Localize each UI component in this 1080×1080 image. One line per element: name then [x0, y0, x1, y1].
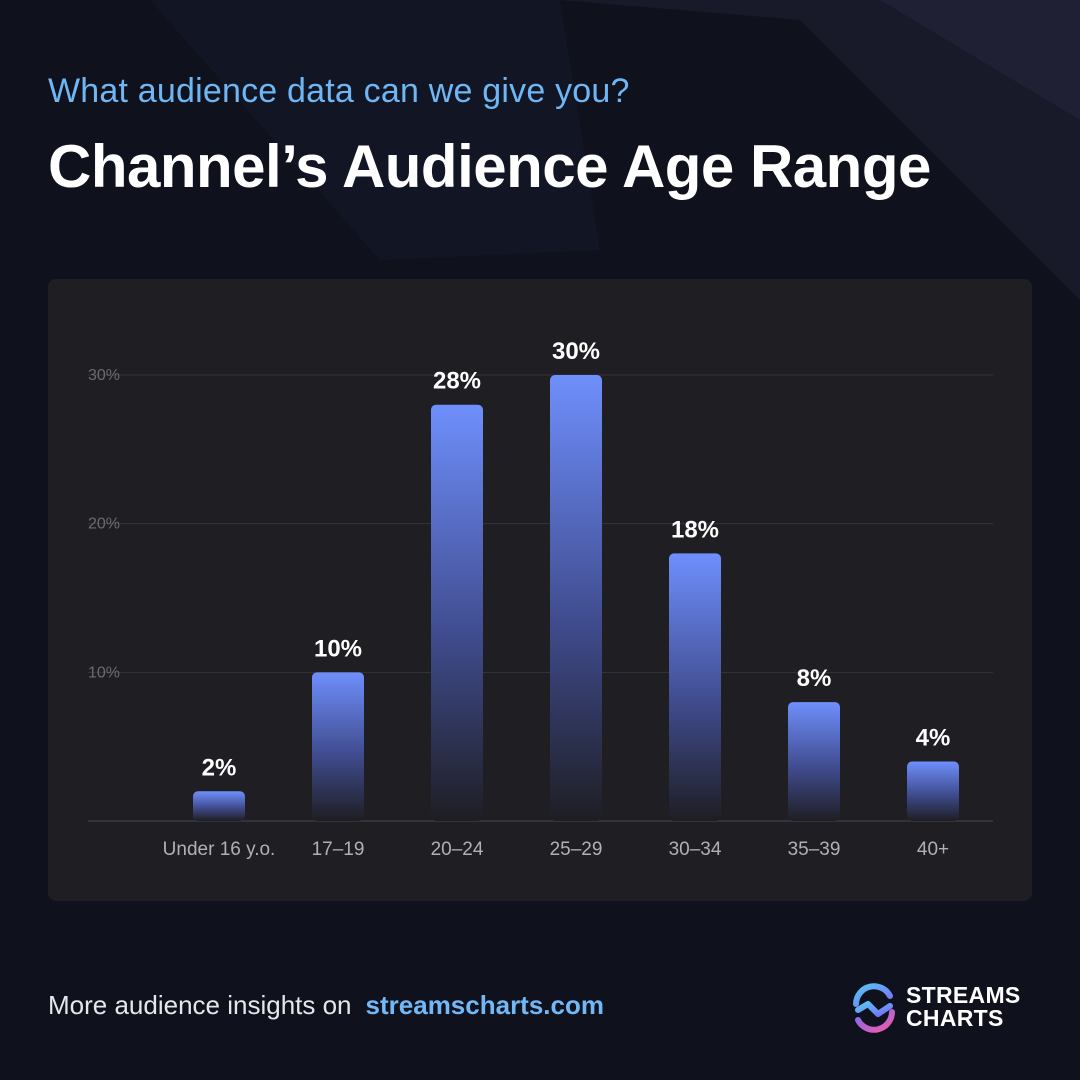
logo-line2: CHARTS	[906, 1005, 1004, 1031]
page-subtitle: What audience data can we give you?	[48, 72, 630, 110]
bar	[193, 791, 245, 821]
footer-link[interactable]: streamscharts.com	[365, 990, 604, 1020]
y-tick-label: 20%	[88, 516, 120, 533]
data-label: 2%	[202, 754, 237, 781]
data-label: 28%	[433, 368, 481, 395]
page-title: Channel’s Audience Age Range	[48, 133, 931, 200]
logo-line1: STREAMS	[906, 982, 1021, 1008]
data-label: 30%	[552, 338, 600, 365]
data-label: 8%	[797, 665, 832, 692]
x-tick-label: 35–39	[788, 839, 841, 860]
footer-text: More audience insights on	[48, 990, 352, 1020]
data-label: 18%	[671, 516, 719, 543]
data-label: 4%	[916, 725, 951, 752]
x-tick-label: 30–34	[669, 839, 722, 860]
data-label: 10%	[314, 635, 362, 662]
chart-panel: 10% 20% 30% 2% Under 16 y.o. 10% 17–19 28% 20–24…	[48, 279, 1032, 901]
streams-charts-logo: STREAMS CHARTS	[848, 982, 1038, 1034]
x-tick-label: 25–29	[550, 839, 603, 860]
bar	[788, 702, 840, 821]
bar	[431, 404, 483, 821]
y-tick-label: 30%	[88, 367, 120, 384]
x-tick-label: Under 16 y.o.	[163, 839, 276, 860]
streams-charts-logo-icon	[853, 983, 895, 1033]
bar	[550, 375, 602, 821]
y-tick-label: 10%	[88, 664, 120, 681]
bar	[907, 761, 959, 821]
age-range-bar-chart: 10% 20% 30% 2% Under 16 y.o. 10% 17–19 28% 20–24…	[88, 338, 993, 860]
x-tick-label: 40+	[917, 839, 949, 860]
footer: More audience insights on streamscharts.c…	[48, 990, 604, 1021]
bar	[669, 553, 721, 821]
x-tick-label: 17–19	[312, 839, 365, 860]
x-tick-label: 20–24	[431, 839, 484, 860]
bar	[312, 672, 364, 821]
